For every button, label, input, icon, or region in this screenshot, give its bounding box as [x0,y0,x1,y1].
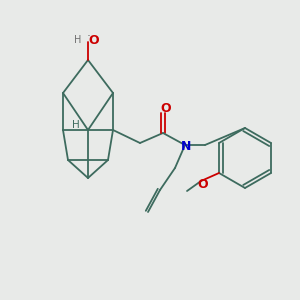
Text: H: H [72,120,80,130]
Text: O: O [198,178,208,190]
Text: N: N [181,140,191,152]
Text: O: O [89,34,99,46]
Text: H: H [74,35,82,45]
Text: O: O [161,101,171,115]
Text: ·: · [87,31,91,44]
